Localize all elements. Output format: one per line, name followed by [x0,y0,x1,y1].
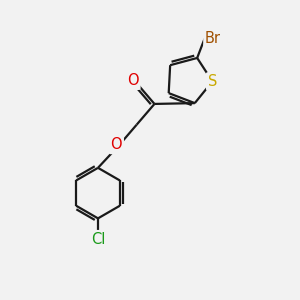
Text: O: O [111,137,122,152]
Text: Cl: Cl [91,232,105,247]
Text: O: O [127,73,139,88]
Text: Br: Br [205,31,221,46]
Text: S: S [208,74,217,89]
